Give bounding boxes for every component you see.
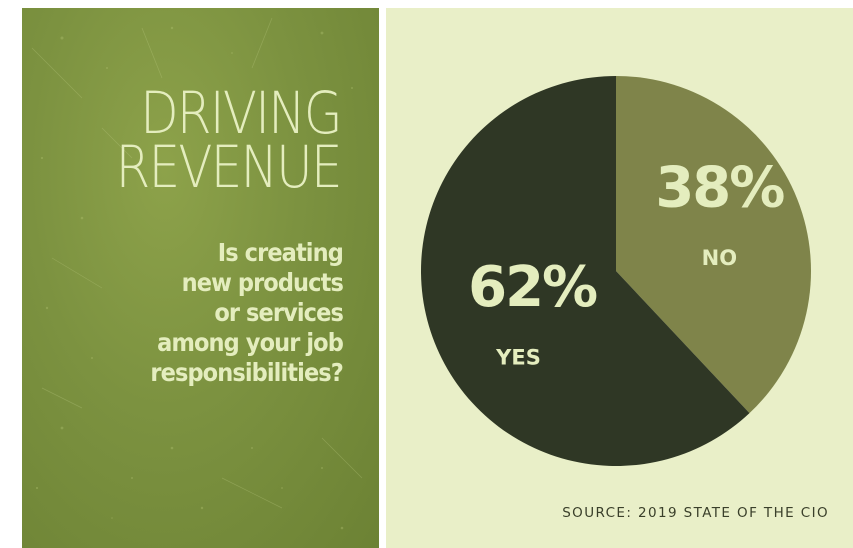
question-line-1: Is creating <box>217 238 344 267</box>
headline-panel: DRIVING REVENUE Is creating new products… <box>22 8 379 548</box>
pie-slice-yes <box>421 76 750 466</box>
headline: DRIVING REVENUE <box>115 79 343 201</box>
grunge-texture <box>31 17 363 530</box>
question-line-4: among your job <box>157 328 344 357</box>
slice-label-no: NO <box>702 246 737 270</box>
question-line-2: new products <box>181 268 344 297</box>
source-note: SOURCE: 2019 STATE OF THE CIO <box>562 505 829 521</box>
slice-value-no: 38% <box>655 156 784 221</box>
question-line-5: responsibilities? <box>150 358 343 387</box>
chart-panel: 38% NO 62% YES SOURCE: 2019 STATE OF THE CI… <box>386 8 853 548</box>
pie-chart: 38% NO 62% YES <box>421 76 812 466</box>
question-line-3: or services <box>214 298 344 327</box>
slice-label-yes: YES <box>495 346 541 370</box>
headline-line-1: DRIVING <box>140 79 342 147</box>
survey-question: Is creating new products or services amo… <box>150 238 343 388</box>
pie-slice-no <box>616 76 812 414</box>
headline-line-2: REVENUE <box>115 133 343 201</box>
slice-value-yes: 62% <box>468 255 597 320</box>
